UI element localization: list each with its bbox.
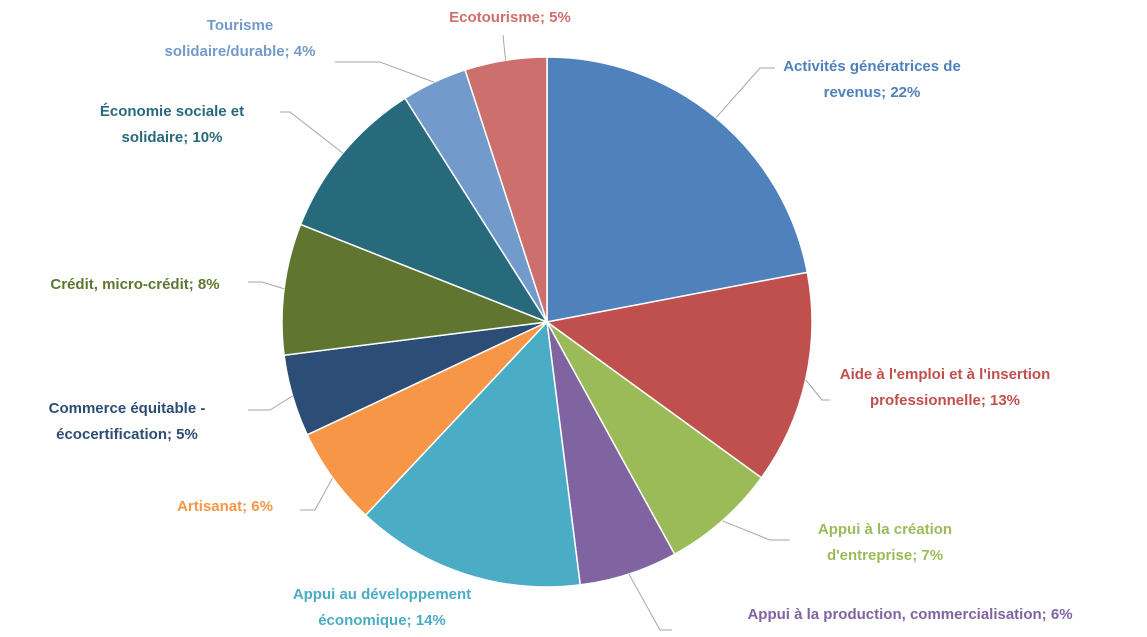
category-label: Aide à l'emploi et à l'insertion profess… [839,366,1051,409]
leader-line [248,281,285,290]
category-label: Artisanat; [177,498,248,515]
data-label: Appui à la création d'entreprise; 7% [800,517,970,569]
category-label: Appui au développement économique; [292,586,472,629]
category-label: Appui à la production, commercialisation… [747,606,1047,623]
leader-line [628,573,672,631]
category-label: Économie sociale et solidaire; [99,103,245,146]
value-label: 7% [921,547,944,564]
data-label: Ecotourisme; 5% [449,5,571,31]
pie-slice [299,97,549,324]
data-label: Tourisme solidaire/durable; 4% [150,13,330,65]
data-label: Artisanat; 6% [177,494,273,520]
leader-line [715,67,775,119]
category-label: Crédit, micro-crédit; [50,276,194,293]
leader-line [805,379,830,401]
pie-slice [546,321,763,556]
category-label: Ecotourisme; [449,9,545,26]
data-label: Économie sociale et solidaire; 10% [87,99,257,151]
data-label: Appui au développement économique; 14% [282,582,482,634]
category-label: Appui à la création d'entreprise; [817,521,953,564]
pie-slice [364,320,582,588]
leader-line [335,61,435,83]
value-label: 8% [197,276,220,293]
category-label: Tourisme solidaire/durable; [164,17,290,60]
value-label: 6% [1050,606,1073,623]
value-label: 10% [192,129,223,146]
pie-slice [464,56,548,323]
value-label: 4% [293,43,316,60]
value-label: 14% [415,612,446,629]
pie-slice [546,56,809,323]
value-label: 13% [990,392,1021,409]
value-label: 6% [251,498,273,515]
leader-line [248,395,293,411]
value-label: 5% [549,9,571,26]
leader-line [502,34,507,61]
data-label: Crédit, micro-crédit; 8% [50,272,220,298]
data-label: Activités génératrices de revenus; 22% [780,54,965,106]
data-label: Commerce équitable - écocertification; 5… [37,396,217,448]
leader-line [722,520,790,541]
leader-line [300,477,334,511]
value-label: 22% [890,84,921,101]
data-label: Appui à la production, commercialisation… [747,602,1072,628]
leader-line [280,111,344,154]
value-label: 5% [176,426,198,443]
category-label: Commerce équitable - écocertification; [48,400,206,443]
data-label: Aide à l'emploi et à l'insertion profess… [833,362,1058,414]
pie-slice [281,223,548,357]
category-label: Activités génératrices de revenus; [783,58,961,101]
